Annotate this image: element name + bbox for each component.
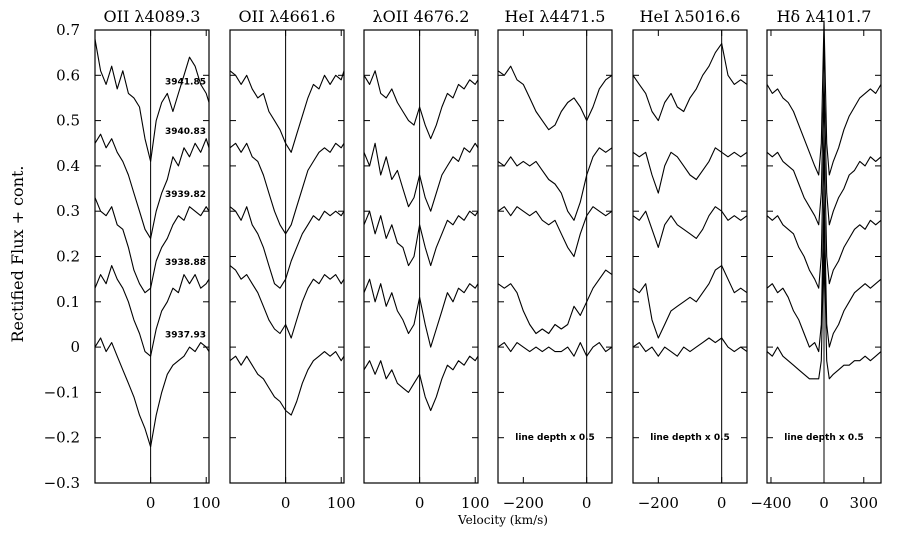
spectrum-trace (229, 142, 345, 235)
y-tick-label: −0.1 (44, 383, 80, 401)
y-tick-label: 0.6 (56, 66, 80, 84)
spectrum-trace (766, 74, 882, 226)
spectrum-trace (766, 20, 882, 176)
y-tick-label: −0.3 (44, 474, 80, 492)
x-tick-label: −200 (638, 494, 679, 512)
line-depth-note: line depth x 0.5 (650, 433, 730, 443)
spectrum-trace (497, 269, 613, 335)
spectrum-trace (497, 342, 613, 357)
spectrum-trace (363, 142, 479, 212)
y-tick-label: 0.2 (56, 248, 80, 266)
panel-title: HeI λ4471.5 (505, 7, 606, 26)
spectrum-trace (766, 129, 882, 289)
x-tick-label: −200 (503, 494, 544, 512)
spectrum-trace (229, 265, 345, 339)
spectrum-trace (229, 351, 345, 416)
spectrum-trace (363, 355, 479, 412)
line-depth-note: line depth x 0.5 (784, 433, 864, 443)
y-axis-label: Rectified Flux + cont. (8, 165, 27, 342)
panel: OII λ4661.6 0 100 (229, 7, 356, 512)
line-depth-note: line depth x 0.5 (515, 433, 595, 443)
x-tick-label: 0 (819, 494, 829, 512)
x-tick-label: 0 (281, 494, 291, 512)
panel-frame (229, 29, 345, 484)
spectrum-trace (94, 337, 210, 448)
spectrum-trace (497, 147, 613, 221)
y-axis-tick-labels: 0.7 0.6 0.5 0.4 0.3 0.2 0.1 0 −0.1 −0.2 −0.3 (44, 21, 80, 492)
panel-title: OII λ4089.3 (104, 7, 201, 26)
spectrum-trace (94, 265, 210, 357)
y-tick-label: 0.1 (56, 293, 80, 311)
panel: HeI λ5016.6 −200 0 line depth x 0.5 (632, 7, 748, 512)
spectrum-trace (363, 278, 479, 348)
spectrum-trace (766, 233, 882, 380)
y-tick-label: 0.5 (56, 112, 80, 130)
epoch-label: 3937.93 (165, 331, 206, 341)
panel-frame (363, 29, 479, 484)
spectrum-trace (632, 43, 748, 122)
x-tick-label: 0 (717, 494, 727, 512)
panel: λOII 4676.2 0 100 (363, 7, 490, 512)
y-tick-label: 0.4 (56, 157, 80, 175)
x-tick-label: 0 (415, 494, 425, 512)
y-tick-label: 0 (70, 338, 80, 356)
x-tick-label: 300 (849, 494, 878, 512)
spectrum-trace (363, 70, 479, 140)
epoch-label: 3939.82 (165, 190, 206, 200)
spectrum-trace (94, 133, 210, 239)
epoch-label: 3940.83 (165, 127, 206, 137)
panel-frame (94, 29, 210, 484)
panel-title: λOII 4676.2 (373, 7, 470, 26)
x-tick-label: 100 (461, 494, 490, 512)
x-tick-label: 100 (192, 494, 221, 512)
spectrum-trace (497, 65, 613, 131)
x-tick-label: −400 (750, 494, 791, 512)
spectrum-trace (632, 206, 748, 248)
panel: OII λ4089.3 0 100 3941.85 3940.83 3939.82 3938… (94, 7, 221, 512)
y-tick-label: 0.7 (56, 21, 80, 39)
spectrum-trace (632, 265, 748, 339)
spectrum-trace (497, 206, 613, 258)
spectrum-trace (229, 206, 345, 289)
y-tick-label: −0.2 (44, 429, 80, 447)
panel: HeI λ4471.5 −200 0 line depth x 0.5 (497, 7, 613, 512)
panel-title: OII λ4661.6 (239, 7, 336, 26)
panel-frame (497, 29, 613, 484)
x-tick-label: 0 (146, 494, 156, 512)
spectrum-trace (229, 70, 345, 153)
spectrum-trace (632, 147, 748, 194)
x-axis-label: Velocity (km/s) (457, 513, 548, 527)
spectrum-trace (766, 188, 882, 353)
y-tick-label: 0.3 (56, 202, 80, 220)
epoch-label: 3941.85 (165, 77, 206, 87)
panel: Hδ λ4101.7 −400 0 300 line depth x 0.5 (750, 7, 882, 512)
spectrum-trace (94, 197, 210, 294)
epoch-label: 3938.88 (165, 258, 206, 268)
x-tick-label: 0 (582, 494, 592, 512)
panel-title: Hδ λ4101.7 (777, 7, 872, 26)
spectrum-trace (632, 337, 748, 357)
panels-group: OII λ4089.3 0 100 3941.85 3940.83 3939.82 3938… (94, 7, 882, 512)
spectrum-trace (94, 39, 210, 162)
panel-title: HeI λ5016.6 (640, 7, 741, 26)
spectrum-trace (363, 210, 479, 267)
x-tick-label: 100 (327, 494, 356, 512)
